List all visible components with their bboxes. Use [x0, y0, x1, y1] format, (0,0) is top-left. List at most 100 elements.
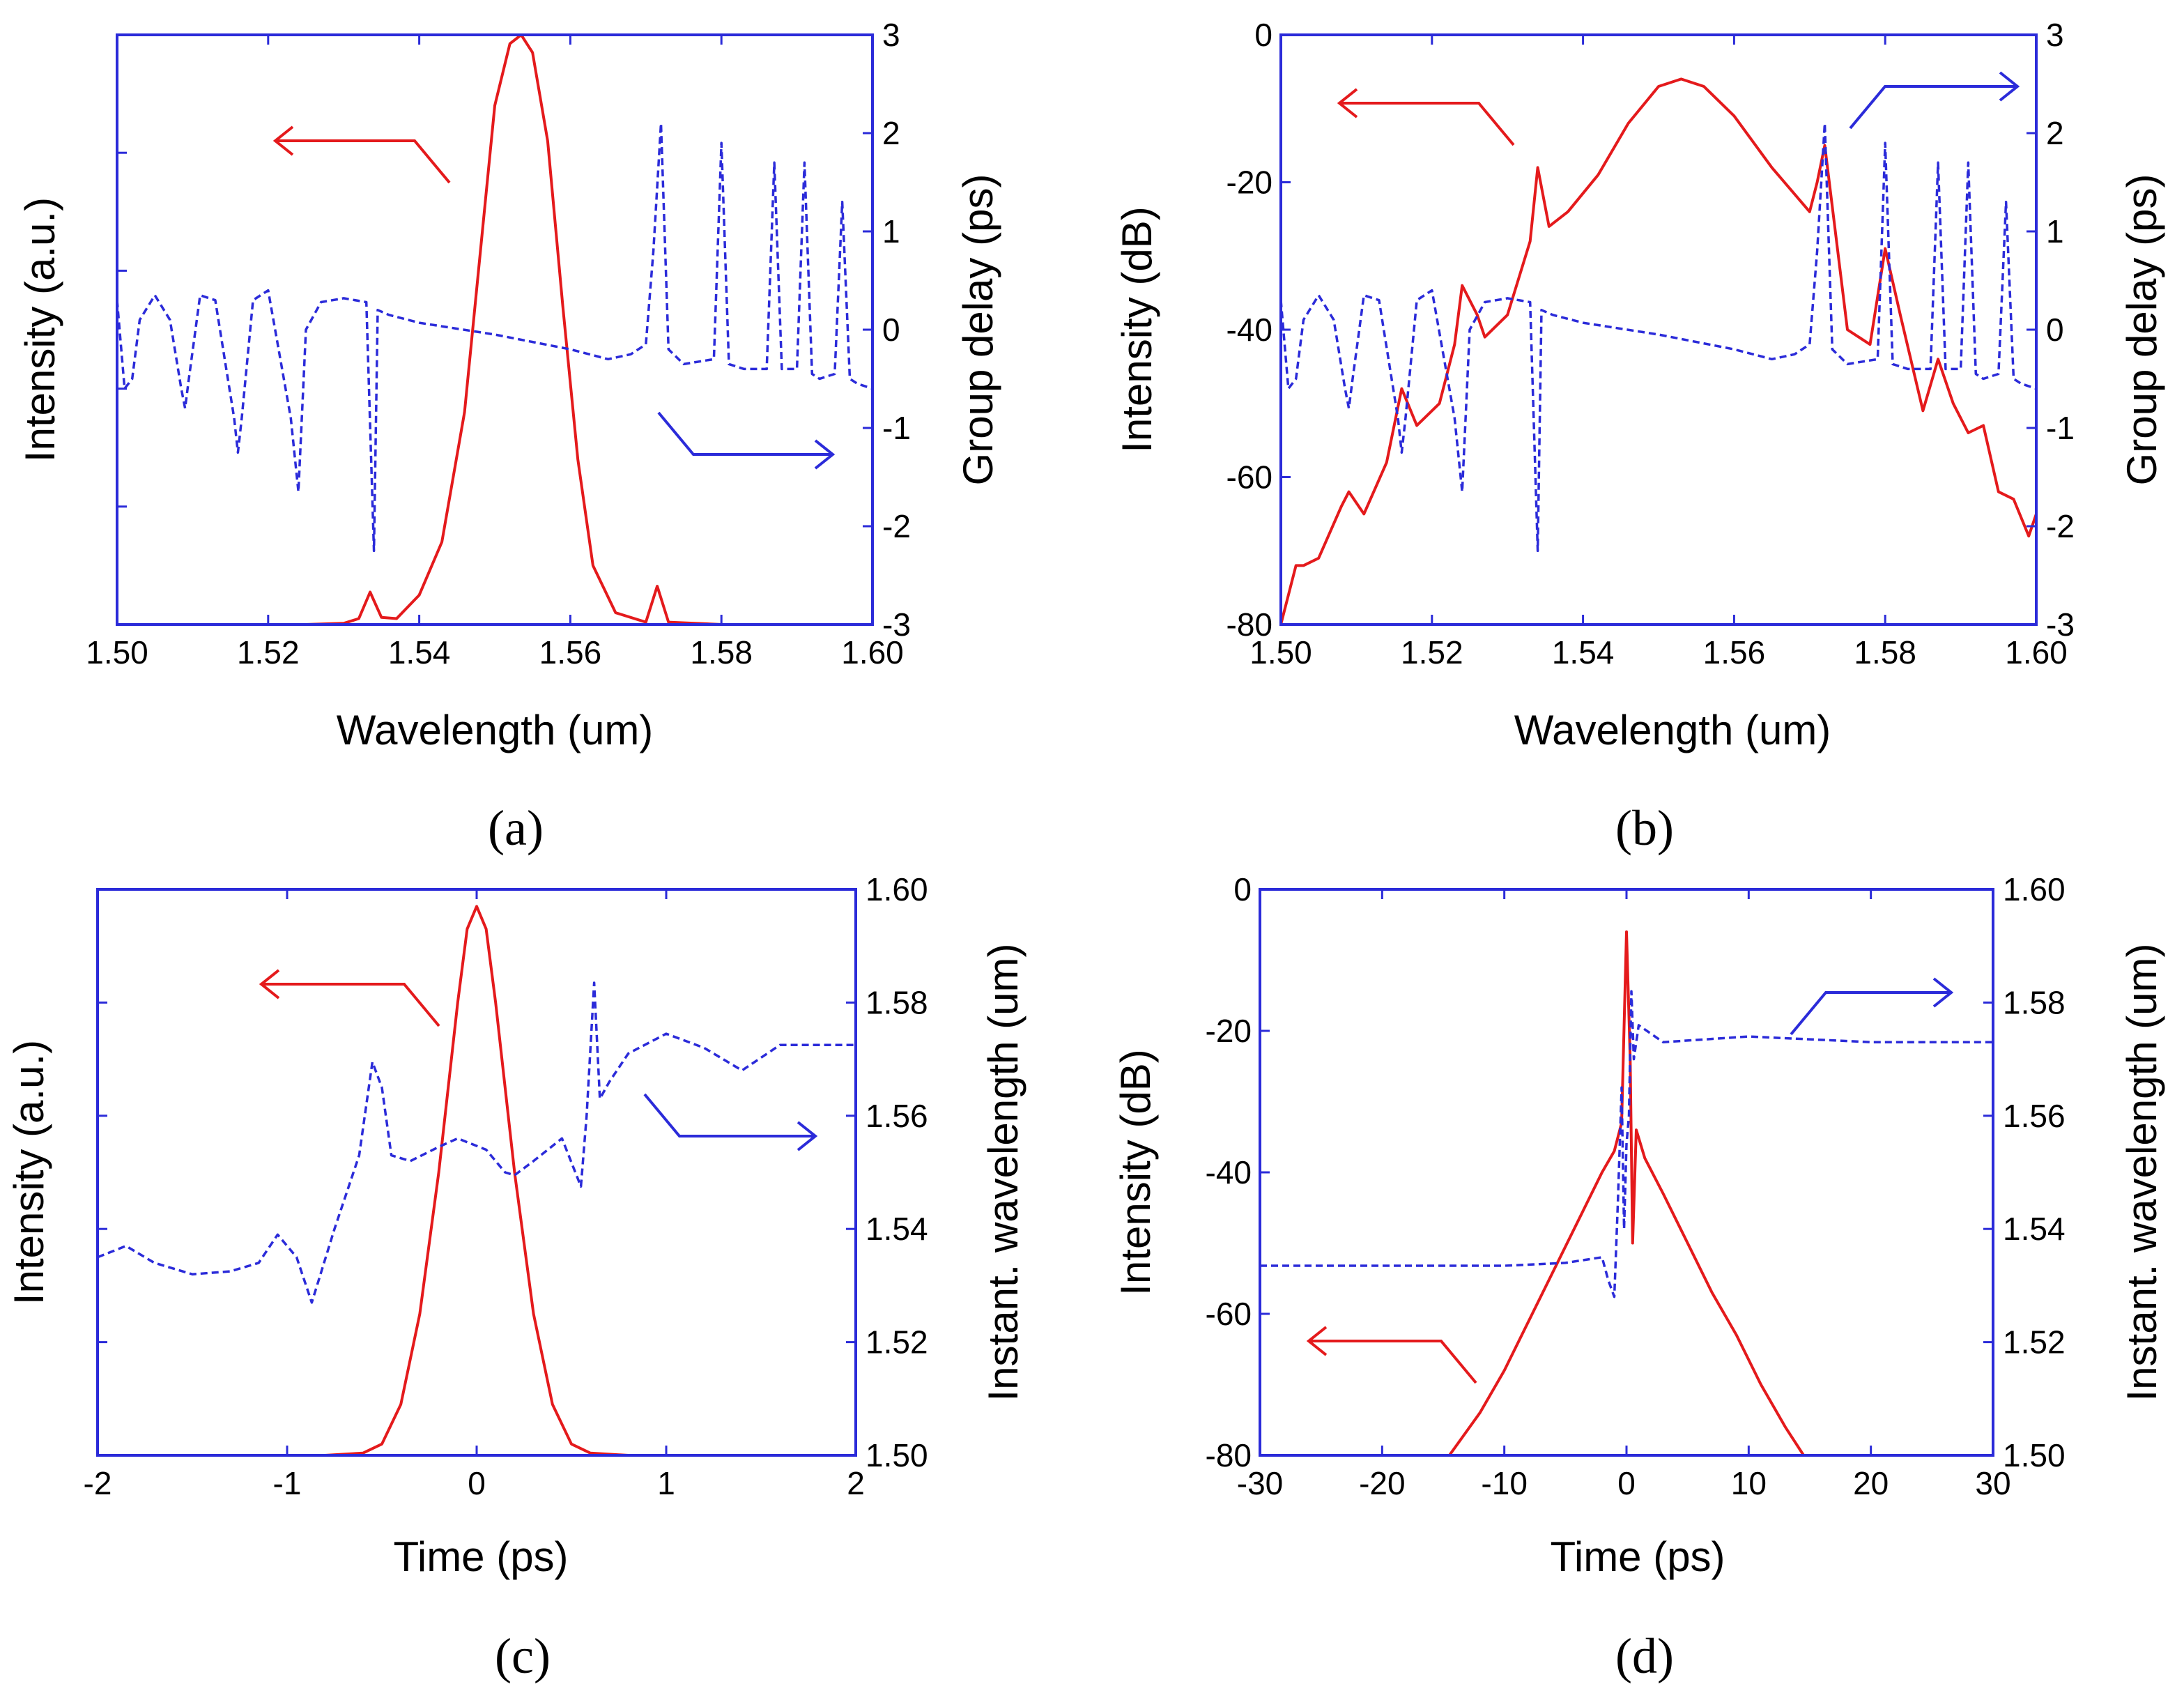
panel-a-plot-frame [116, 33, 874, 626]
panel-b-delay-arrow [1849, 71, 2020, 130]
panel-c-x-tick-label: 2 [847, 1465, 865, 1501]
panel-a-y2-tick-label: 1 [882, 213, 900, 250]
panel-d-x-tick-label: 20 [1853, 1465, 1889, 1501]
panel-d-x-tick-label: -30 [1237, 1465, 1283, 1501]
panel-a-x-tick-label: 1.54 [388, 634, 451, 671]
panel-a: 1.50 1.52 1.54 1.56 1.58 1.60-3 -2 -1 0 1 2 3 Wavel… [17, 17, 1001, 856]
panel-c: -2 -1 0 1 21.50 1.52 1.54 1.56 1.58 1.60 Time (ps… [6, 871, 1026, 1684]
panel-d-y-tick-label: -40 [1206, 1154, 1252, 1190]
panel-d-y2-tick-label: 1.52 [2003, 1324, 2066, 1361]
panel-a-x-tick-label: 1.60 [841, 634, 904, 671]
panel-a-x-axis-label: Wavelength (um) [337, 707, 654, 753]
panel-a-x-tick-label: 1.50 [86, 634, 148, 671]
panel-d-y2-tick-label: 1.60 [2003, 871, 2066, 907]
panel-b-x-tick-label: 1.52 [1401, 634, 1463, 671]
panel-b-y2-tick-label: -3 [2046, 606, 2075, 643]
panel-b-y-tick-label: 0 [1254, 17, 1272, 53]
panel-d-x-tick-label: -10 [1481, 1465, 1527, 1501]
panel-b-x-axis-label: Wavelength (um) [1514, 707, 1831, 753]
panel-b-y2-tick-label: -1 [2046, 410, 2075, 446]
panel-b-y2-tick-label: 3 [2046, 17, 2064, 53]
panel-b-ticks: 1.50 1.52 1.54 1.56 1.58 1.60-80-60-40-200-3-… [1226, 17, 2075, 671]
panel-c-y-axis-label: Intensity (a.u.) [6, 1040, 52, 1305]
panel-c-y2-tick-label: 1.54 [866, 1211, 928, 1247]
panel-b-y2-tick-label: 2 [2046, 115, 2064, 151]
panel-d-y2-tick-label: 1.54 [2003, 1211, 2066, 1247]
panel-d-y-tick-label: -80 [1206, 1437, 1252, 1473]
panel-d-series-left-line [1448, 930, 1805, 1455]
panel-b-series-left-line [1281, 77, 2036, 625]
panel-c-x-tick-label: -2 [84, 1465, 112, 1501]
panel-d-y2-axis-label: Instant. wavelength (um) [2118, 944, 2165, 1402]
panel-b-intensity-arrow [1337, 88, 1515, 146]
panel-c-y2-tick-label: 1.50 [866, 1437, 928, 1473]
panel-d-series-right-line [1260, 990, 1993, 1299]
panel-c-x-tick-label: 0 [468, 1465, 486, 1501]
panel-a-arrows [272, 125, 836, 470]
panel-c-y2-tick-label: 1.56 [866, 1098, 928, 1134]
panel-b-x-tick-label: 1.50 [1249, 634, 1312, 671]
panel-b-x-tick-label: 1.54 [1552, 634, 1615, 671]
panel-c-y2-tick-label: 1.58 [866, 984, 928, 1020]
panel-d-x-tick-label: 0 [1617, 1465, 1636, 1501]
panel-d-intensity-arrow [1306, 1326, 1477, 1384]
panel-b-y2-axis-label: Group delay (ps) [2118, 174, 2165, 486]
panel-d-y2-tick-label: 1.58 [2003, 984, 2066, 1020]
panel-c-x-tick-label: 1 [657, 1465, 675, 1501]
panel-a-y-axis-label: Intensity (a.u.) [17, 197, 63, 462]
panel-b-series-right-line [1281, 122, 2036, 553]
panel-d-delay-arrow [1790, 977, 1954, 1036]
panel-b-y-tick-label: -80 [1226, 606, 1272, 643]
panel-a-label: (a) [488, 800, 544, 856]
panel-b-plot-frame [1279, 33, 2038, 626]
panel-a-y2-tick-label: -2 [882, 508, 911, 544]
panel-a-x-tick-label: 1.58 [690, 634, 753, 671]
panel-c-y2-tick-label: 1.52 [866, 1324, 928, 1361]
panel-d-x-tick-label: 30 [1975, 1465, 2010, 1501]
panel-d: -30 -20 -10 0 10 20 30 -80 -60 -40 -20 0 1.50 1.52 1.5… [1112, 871, 2165, 1684]
panel-b-y-tick-label: -60 [1226, 459, 1272, 496]
panel-d-y-axis-label: Intensity (dB) [1112, 1049, 1159, 1295]
panel-c-arrows [259, 969, 818, 1151]
panel-a-delay-arrow [657, 411, 836, 470]
panel-c-ticks: -2 -1 0 1 21.50 1.52 1.54 1.56 1.58 1.60 [84, 871, 928, 1501]
panel-c-label: (c) [495, 1628, 551, 1684]
panel-d-label: (d) [1615, 1628, 1674, 1684]
panel-d-y2-tick-label: 1.50 [2003, 1437, 2066, 1473]
panel-a-y2-axis-label: Group delay (ps) [955, 174, 1001, 486]
panel-c-series-left-line [98, 905, 856, 1455]
panel-d-arrows [1306, 977, 1954, 1384]
panel-c-x-axis-label: Time (ps) [393, 1533, 568, 1580]
panel-c-intensity-arrow [259, 969, 440, 1027]
panel-b-y-tick-label: -20 [1226, 164, 1272, 201]
panel-d-y2-tick-label: 1.56 [2003, 1098, 2066, 1134]
panel-d-y-tick-label: 0 [1233, 871, 1252, 907]
panel-a-y2-tick-label: 2 [882, 115, 900, 151]
panel-c-series-right-line [98, 981, 856, 1304]
panel-b-x-tick-label: 1.58 [1854, 634, 1916, 671]
panel-b-y2-tick-label: -2 [2046, 508, 2075, 544]
panel-b-arrows [1337, 71, 2020, 146]
panel-a-y2-tick-label: -1 [882, 410, 911, 446]
panel-b-x-tick-label: 1.56 [1703, 634, 1766, 671]
panel-c-delay-arrow [643, 1093, 818, 1151]
panel-a-x-tick-label: 1.56 [539, 634, 602, 671]
panel-b-x-tick-label: 1.60 [2005, 634, 2068, 671]
panel-c-x-tick-label: -1 [273, 1465, 302, 1501]
panel-b-y-axis-label: Intensity (dB) [1114, 206, 1160, 452]
panel-a-intensity-arrow [272, 125, 451, 184]
panel-a-x-tick-label: 1.52 [237, 634, 300, 671]
panel-d-x-axis-label: Time (ps) [1550, 1533, 1725, 1580]
panel-b-curves [1281, 77, 2036, 625]
panel-a-y2-tick-label: 0 [882, 312, 900, 348]
panel-d-y-tick-label: -20 [1206, 1013, 1252, 1049]
panel-d-curves [1260, 930, 1993, 1455]
panel-b-y-tick-label: -40 [1226, 312, 1272, 348]
panel-b: 1.50 1.52 1.54 1.56 1.58 1.60-80-60-40-200-3-… [1114, 17, 2165, 856]
panel-a-series-right-line [117, 122, 872, 553]
panel-a-ticks: 1.50 1.52 1.54 1.56 1.58 1.60-3 -2 -1 0 1 2 3 [86, 17, 911, 671]
panel-c-y2-axis-label: Instant. wavelength (um) [980, 944, 1026, 1402]
panel-b-y2-tick-label: 0 [2046, 312, 2064, 348]
